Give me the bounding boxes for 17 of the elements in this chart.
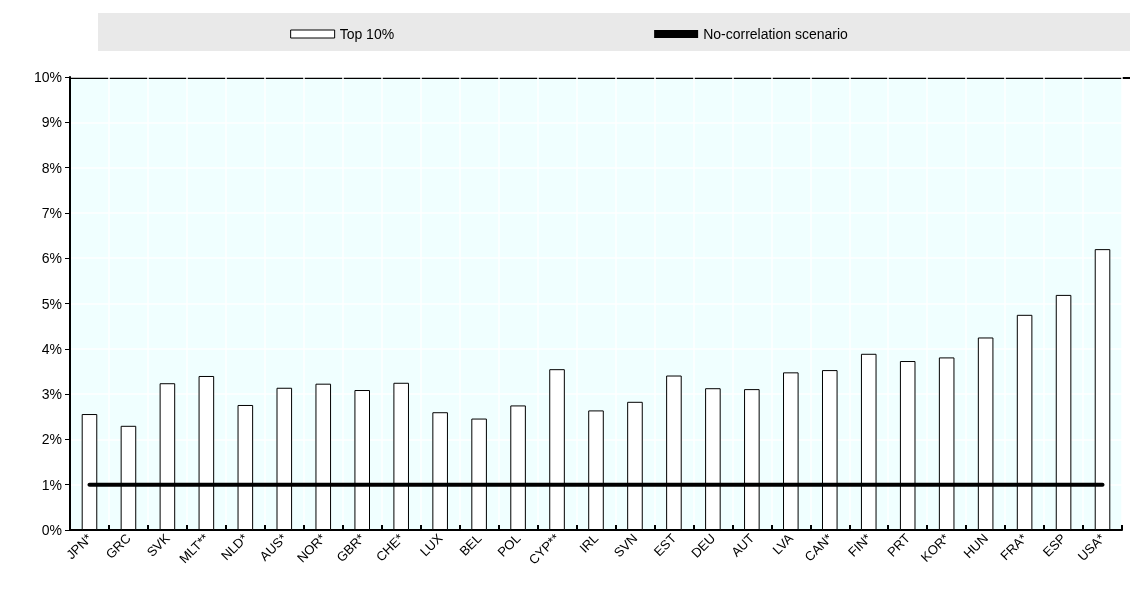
- y-tick-label: 3%: [41, 386, 62, 403]
- y-tick-label: 2%: [41, 431, 62, 448]
- y-tick-label: 7%: [41, 204, 62, 221]
- x-tick-label: BEL: [456, 530, 485, 559]
- legend-label: Top 10%: [339, 26, 395, 42]
- legend-label: No-correlation scenario: [703, 26, 849, 42]
- y-tick-label: 5%: [41, 295, 62, 312]
- y-tick-label: 9%: [41, 114, 62, 131]
- y-tick-label: 4%: [41, 340, 62, 357]
- x-tick-label: POL: [494, 530, 524, 560]
- y-tick-label: 8%: [41, 159, 62, 176]
- y-tick-label: 1%: [41, 476, 62, 493]
- y-tick-label: 0%: [41, 522, 62, 538]
- y-tick-label: 6%: [41, 250, 62, 267]
- x-tick-label: LVA: [769, 530, 797, 558]
- y-tick-label: 10%: [33, 69, 62, 85]
- x-tick-label: IRL: [576, 530, 602, 556]
